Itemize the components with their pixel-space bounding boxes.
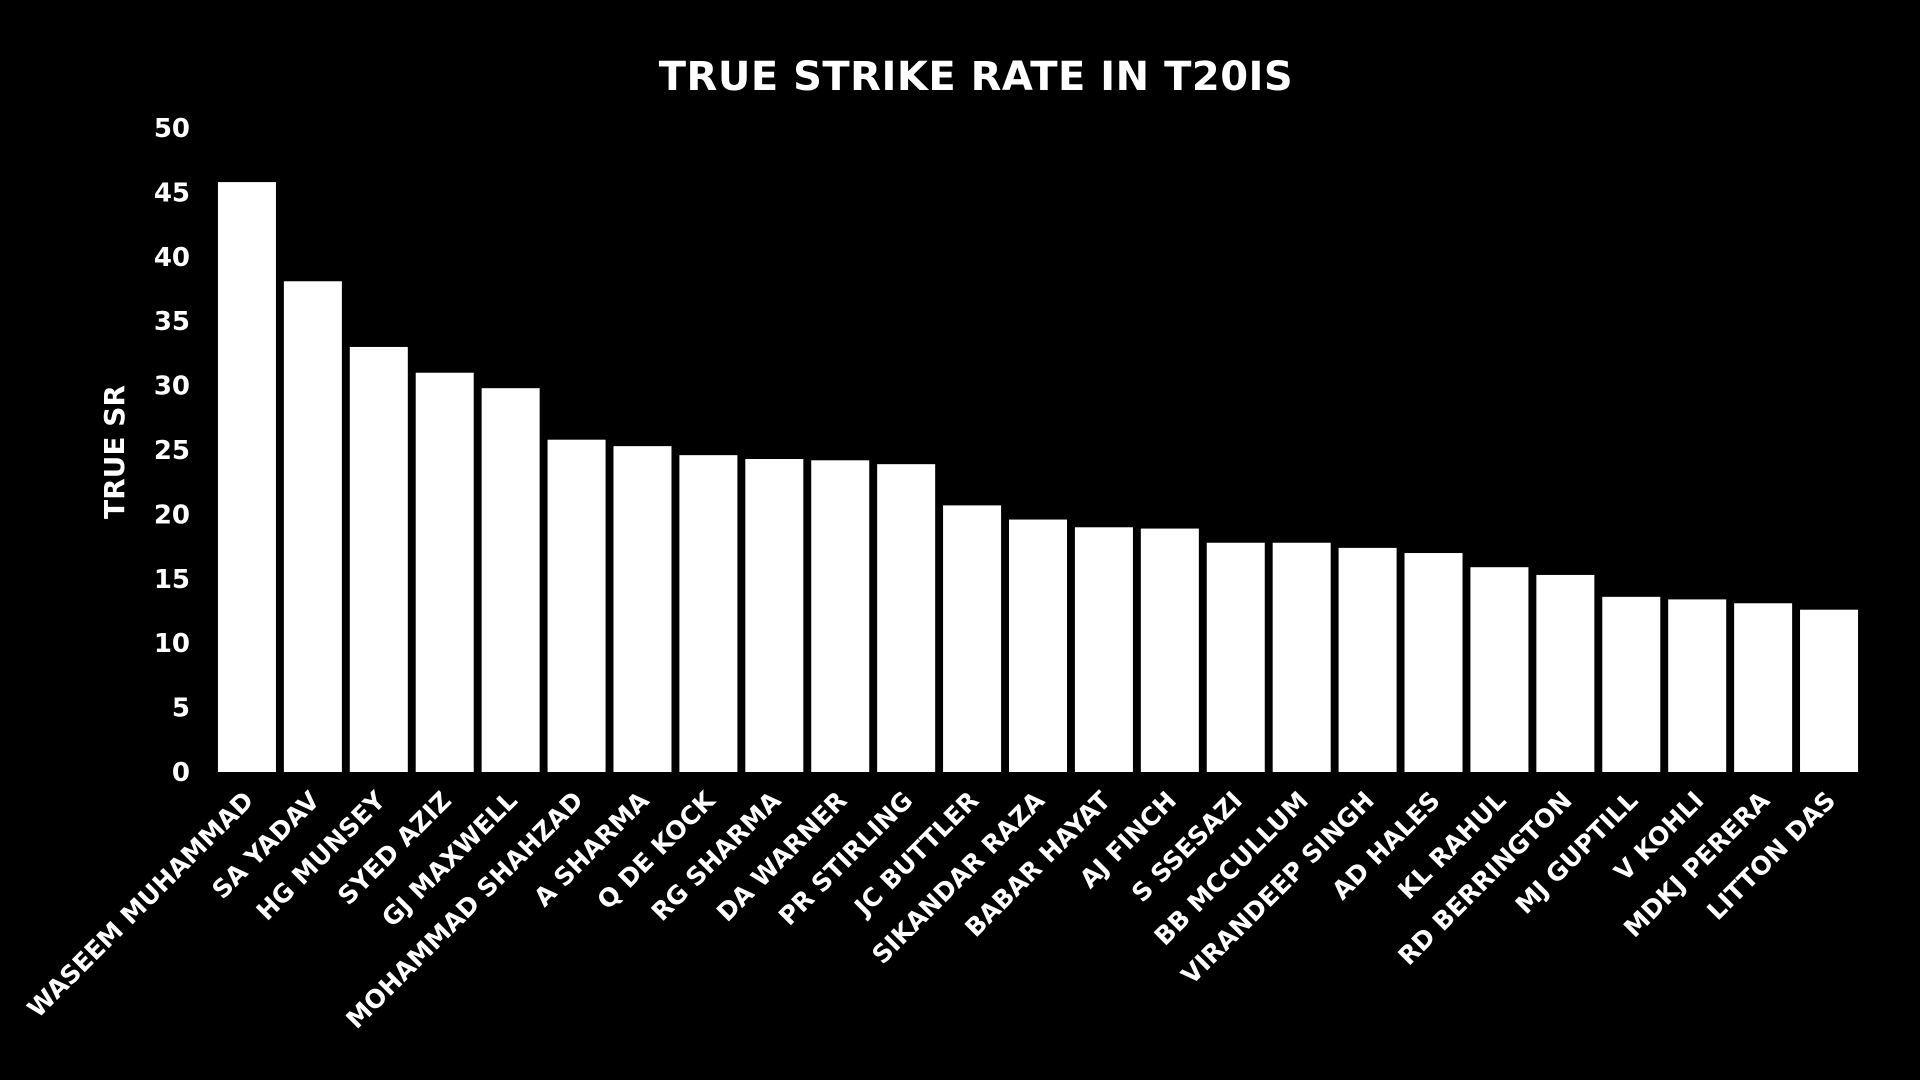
bar (349, 346, 408, 772)
y-tick-label: 5 (172, 694, 190, 724)
bar (1338, 547, 1397, 772)
y-axis-label: TRUE SR (98, 385, 131, 519)
bars-group (217, 182, 1859, 772)
y-tick-label: 35 (154, 307, 190, 337)
bar (1008, 519, 1068, 772)
bar (745, 459, 804, 772)
x-tick-label: WASEEM MUHAMMAD (22, 786, 259, 1023)
y-tick-label: 40 (154, 243, 190, 273)
bar (1734, 603, 1793, 772)
bar (1272, 542, 1331, 772)
bar (1404, 553, 1463, 772)
y-tick-label: 30 (154, 372, 190, 402)
bar (1800, 609, 1859, 772)
y-tick-label: 25 (154, 436, 190, 466)
bar (613, 446, 672, 772)
bar (1074, 527, 1133, 772)
y-tick-label: 45 (154, 178, 190, 208)
bar (1140, 528, 1199, 772)
bar (1470, 567, 1529, 772)
bar (1206, 542, 1265, 772)
bar (811, 460, 870, 772)
bar (877, 464, 936, 772)
bar (1536, 574, 1595, 772)
bar (283, 281, 342, 772)
bar (1602, 596, 1661, 772)
bar (415, 372, 474, 772)
bar (481, 388, 540, 772)
bar (679, 455, 738, 772)
y-tick-label: 0 (172, 758, 190, 788)
bar (1668, 599, 1727, 772)
y-tick-label: 10 (154, 629, 190, 659)
chart-title: TRUE STRIKE RATE IN T20IS (659, 54, 1293, 100)
bar (943, 505, 1002, 772)
bar (217, 182, 276, 772)
y-axis-ticks: 0 5 10 15 20 25 30 35 40 45 50 (154, 114, 190, 788)
bar (547, 439, 606, 772)
y-tick-label: 15 (154, 565, 190, 595)
y-tick-label: 50 (154, 114, 190, 144)
y-tick-label: 20 (154, 500, 190, 530)
